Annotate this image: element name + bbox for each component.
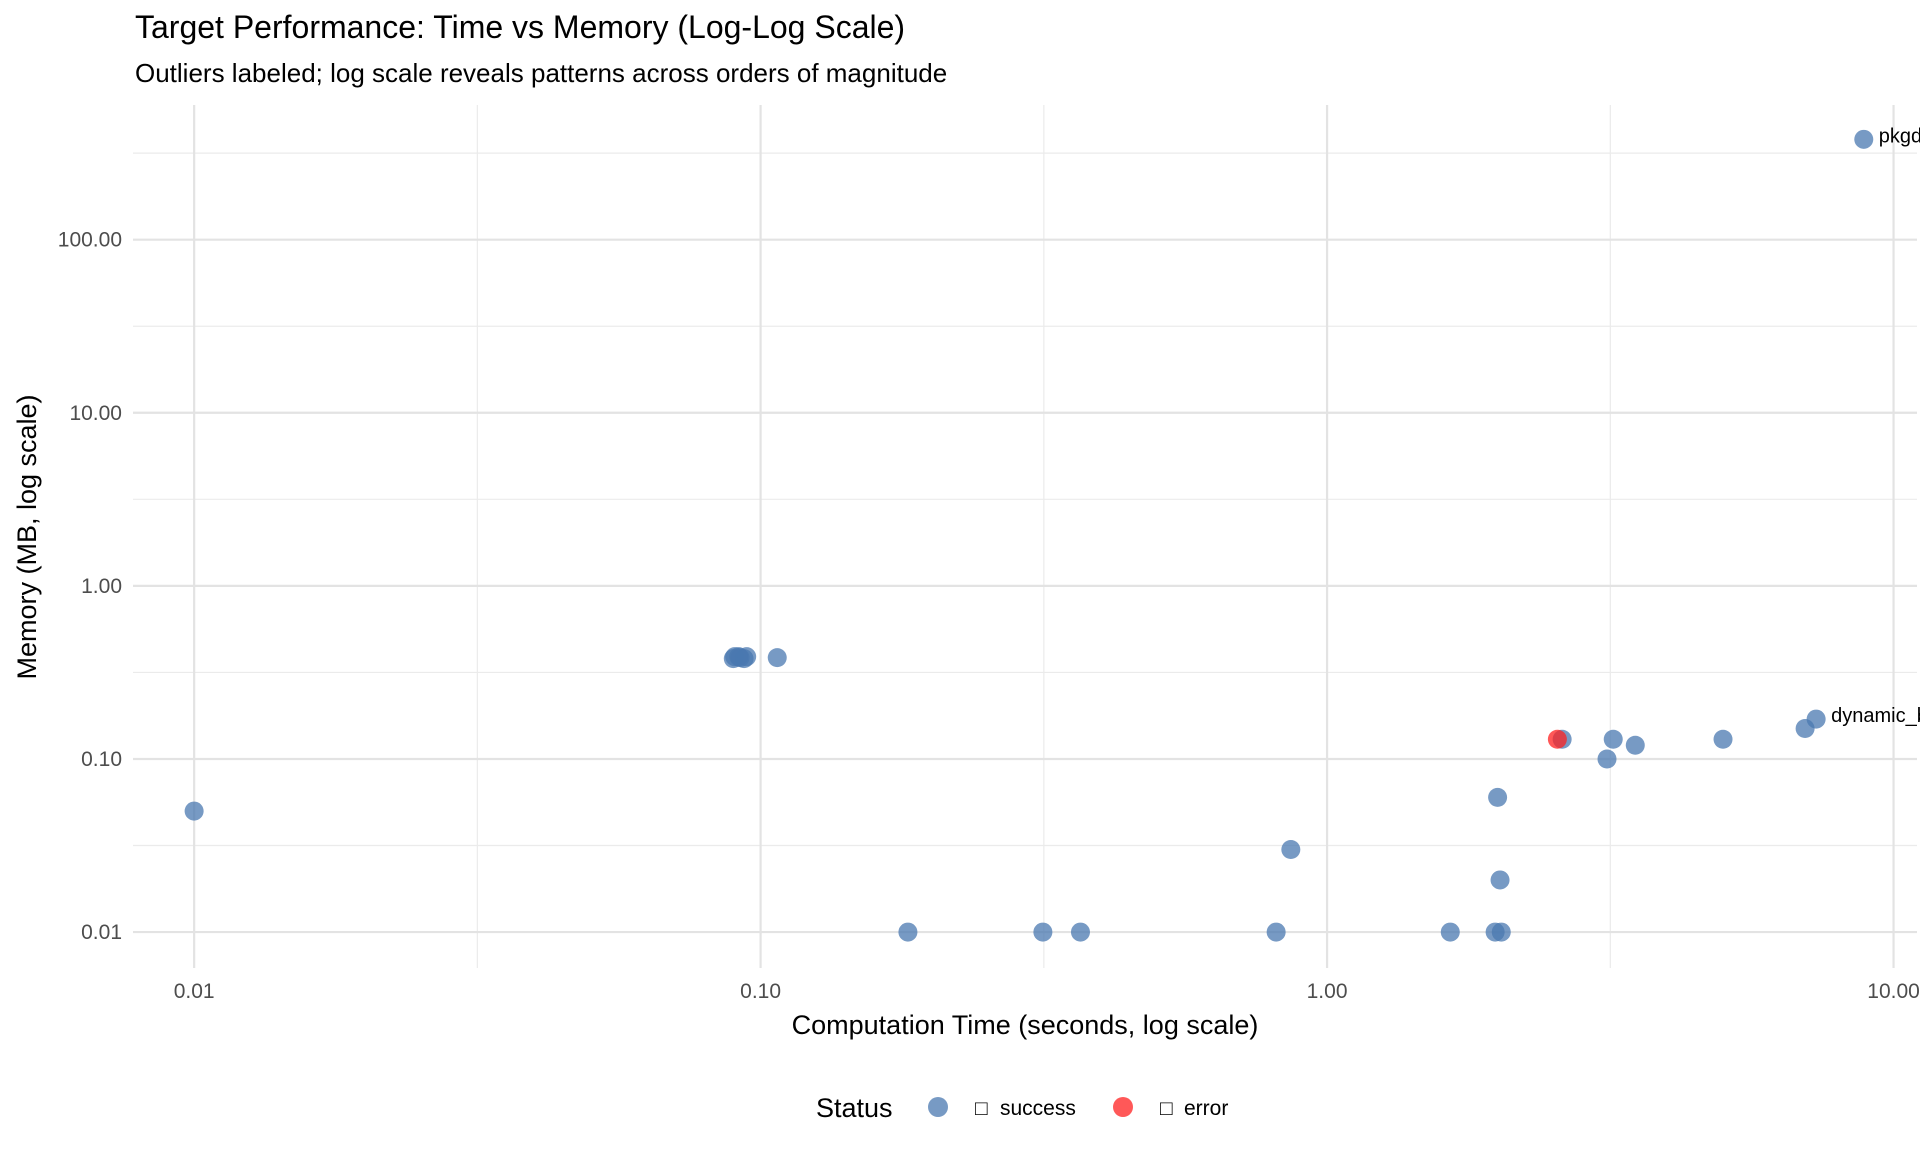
data-point-label: dynamic_br [1831, 705, 1920, 727]
data-point-success [1713, 729, 1733, 749]
x-tick-label: 0.10 [740, 980, 781, 1003]
data-point-success [1625, 735, 1645, 755]
legend: Status □ success □ error [816, 1093, 1228, 1123]
legend-title: Status [816, 1093, 893, 1123]
y-tick-label: 0.01 [81, 921, 122, 944]
data-point-success [1490, 870, 1510, 890]
data-point-success [1070, 922, 1090, 942]
data-points [184, 129, 1874, 942]
point-labels: dynamic_br pkgdov [1831, 125, 1920, 727]
data-point-success [1281, 839, 1301, 859]
data-point-success [737, 647, 757, 667]
y-tick-label: 100.00 [58, 229, 122, 252]
x-axis-title: Computation Time (seconds, log scale) [792, 1010, 1259, 1040]
legend-label-success: success [1000, 1097, 1076, 1120]
data-point-success [1806, 709, 1826, 729]
data-point-success [1597, 749, 1617, 769]
x-tick-label: 0.01 [174, 980, 215, 1003]
legend-key-success [928, 1097, 948, 1117]
x-tick-label: 10.00 [1867, 980, 1920, 1003]
data-point-success [184, 801, 204, 821]
major-gridlines [133, 105, 1917, 968]
data-point-success [1603, 729, 1623, 749]
x-axis-ticks: 0.01 0.10 1.00 10.00 [174, 980, 1920, 1003]
legend-label-error: error [1184, 1097, 1228, 1120]
data-point-success [1491, 922, 1511, 942]
y-tick-label: 1.00 [81, 575, 122, 598]
chart-subtitle: Outliers labeled; log scale reveals patt… [135, 58, 947, 88]
chart-title: Target Performance: Time vs Memory (Log-… [135, 9, 905, 45]
data-point-success [1854, 129, 1874, 149]
legend-key-error [1113, 1097, 1133, 1117]
y-tick-label: 10.00 [69, 402, 122, 425]
data-point-success [767, 648, 787, 668]
data-point-success [1266, 922, 1286, 942]
y-axis-ticks: 0.01 0.10 1.00 10.00 100.00 [58, 229, 122, 944]
x-tick-label: 1.00 [1307, 980, 1348, 1003]
legend-symbol-error: □ [1160, 1097, 1173, 1120]
data-point-error [1547, 729, 1567, 749]
minor-gridlines [133, 105, 1917, 968]
data-point-success [1488, 787, 1508, 807]
data-point-success [1033, 922, 1053, 942]
y-tick-label: 0.10 [81, 748, 122, 771]
data-point-success [898, 922, 918, 942]
legend-symbol-success: □ [975, 1097, 988, 1120]
data-point-success [1440, 922, 1460, 942]
y-axis-title: Memory (MB, log scale) [12, 394, 42, 679]
data-point-label: pkgdov [1879, 125, 1920, 147]
